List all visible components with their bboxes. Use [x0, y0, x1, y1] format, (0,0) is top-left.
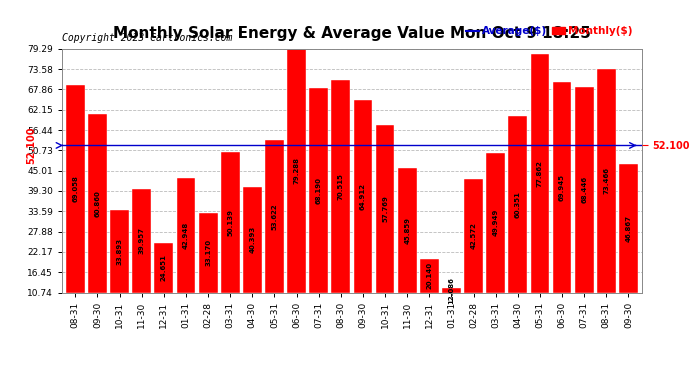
Text: 64.912: 64.912 [360, 183, 366, 210]
Text: 49.949: 49.949 [493, 209, 499, 237]
Bar [243, 187, 262, 292]
Legend: Average($), Monthly($): Average($), Monthly($) [462, 22, 636, 40]
Text: 52.100: 52.100 [26, 127, 36, 164]
Text: 70.515: 70.515 [338, 173, 344, 200]
Bar [309, 88, 328, 292]
Text: 20.140: 20.140 [426, 262, 433, 290]
Bar [619, 164, 638, 292]
Text: 79.288: 79.288 [293, 157, 299, 184]
Bar [442, 288, 461, 292]
Text: 45.859: 45.859 [404, 216, 411, 243]
Bar [265, 140, 284, 292]
Text: 50.139: 50.139 [227, 209, 233, 236]
Bar [375, 125, 395, 292]
Bar [221, 152, 239, 292]
Bar [353, 100, 373, 292]
Text: 42.572: 42.572 [471, 222, 477, 249]
Bar [575, 87, 593, 292]
Text: 33.893: 33.893 [117, 238, 123, 265]
Bar [597, 69, 615, 292]
Text: 24.651: 24.651 [161, 254, 167, 281]
Text: 33.170: 33.170 [205, 239, 211, 266]
Text: 60.351: 60.351 [515, 191, 521, 218]
Text: 73.466: 73.466 [603, 168, 609, 195]
Bar [553, 82, 571, 292]
Text: 68.446: 68.446 [581, 176, 587, 204]
Text: 69.945: 69.945 [559, 174, 565, 201]
Bar [509, 116, 527, 292]
Text: 60.860: 60.860 [95, 190, 101, 217]
Bar [177, 178, 195, 292]
Text: 68.190: 68.190 [316, 177, 322, 204]
Bar [155, 243, 173, 292]
Text: 77.862: 77.862 [537, 160, 543, 187]
Bar [486, 153, 505, 292]
Bar [110, 210, 129, 292]
Text: 69.058: 69.058 [72, 176, 79, 202]
Bar [531, 54, 549, 292]
Bar [464, 179, 483, 292]
Text: 46.867: 46.867 [625, 215, 631, 242]
Bar [331, 80, 351, 292]
Text: 53.622: 53.622 [271, 203, 277, 229]
Text: 42.948: 42.948 [183, 222, 189, 249]
Bar [398, 168, 417, 292]
Bar [199, 213, 217, 292]
Bar [132, 189, 151, 292]
Text: 40.393: 40.393 [249, 226, 255, 254]
Bar [88, 114, 107, 292]
Bar [287, 49, 306, 292]
Text: 57.769: 57.769 [382, 195, 388, 222]
Bar [66, 85, 85, 292]
Text: Copyright 2023 Cartronics.com: Copyright 2023 Cartronics.com [62, 33, 233, 43]
Text: 39.957: 39.957 [139, 227, 145, 254]
Text: 12.086: 12.086 [448, 277, 455, 303]
Bar [420, 259, 439, 292]
Title: Monthly Solar Energy & Average Value Mon Oct 9 18:25: Monthly Solar Energy & Average Value Mon… [113, 26, 591, 41]
